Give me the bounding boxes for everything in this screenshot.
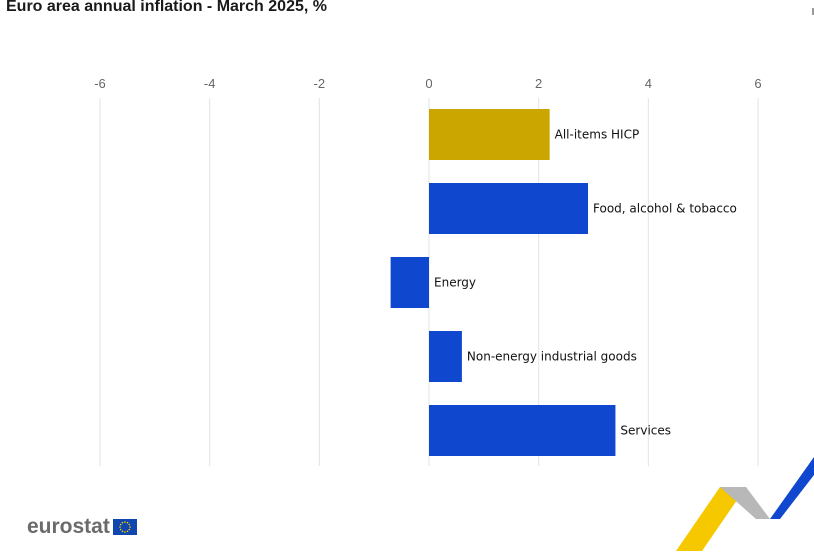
flag-star	[124, 531, 126, 533]
x-axis-ticks: -6 -4 -2 0 2 4 6	[94, 76, 761, 91]
ribbon-grey-stripe	[720, 487, 770, 519]
flag-star	[121, 530, 124, 533]
bar[interactable]	[429, 183, 589, 234]
bar-label: Energy	[434, 276, 476, 290]
bars	[390, 109, 616, 456]
bar-label: All-items HICP	[555, 128, 640, 142]
bar-label: Services	[620, 424, 671, 438]
x-tick-label: 6	[754, 76, 761, 91]
flag-star	[126, 530, 129, 533]
x-tick-label: -6	[94, 76, 106, 91]
decorative-ribbon	[676, 457, 814, 551]
flag-star	[126, 521, 129, 524]
x-tick-label: 4	[645, 76, 652, 91]
flag-star	[124, 521, 126, 523]
flag-star	[128, 528, 130, 531]
flag-star	[119, 528, 122, 531]
bar-label: Non-energy industrial goods	[467, 350, 637, 364]
bar[interactable]	[390, 257, 429, 308]
flag-star	[119, 523, 122, 526]
ribbon-yellow-stripe	[676, 487, 746, 551]
flag-star	[119, 526, 121, 528]
eu-flag-icon	[112, 519, 137, 535]
bar[interactable]	[429, 331, 462, 382]
x-tick-label: -2	[314, 76, 326, 91]
flag-star	[121, 521, 124, 524]
chart-title: Euro area annual inflation - March 2025,…	[6, 0, 327, 15]
bar[interactable]	[429, 405, 616, 456]
flag-star	[129, 526, 131, 528]
flag-star	[128, 523, 130, 526]
bar[interactable]	[429, 109, 550, 160]
eurostat-logo[interactable]: eurostat	[27, 515, 137, 539]
bar-labels: All-items HICP Food, alcohol & tobacco Ene…	[434, 128, 737, 438]
x-tick-label: -4	[204, 76, 216, 91]
eurostat-wordmark: eurostat	[27, 515, 110, 538]
bar-label: Food, alcohol & tobacco	[593, 202, 737, 216]
x-tick-label: 0	[425, 76, 432, 91]
x-tick-label: 2	[535, 76, 542, 91]
menu-icon[interactable]	[812, 8, 814, 15]
ribbon-blue-stripe	[756, 457, 814, 519]
